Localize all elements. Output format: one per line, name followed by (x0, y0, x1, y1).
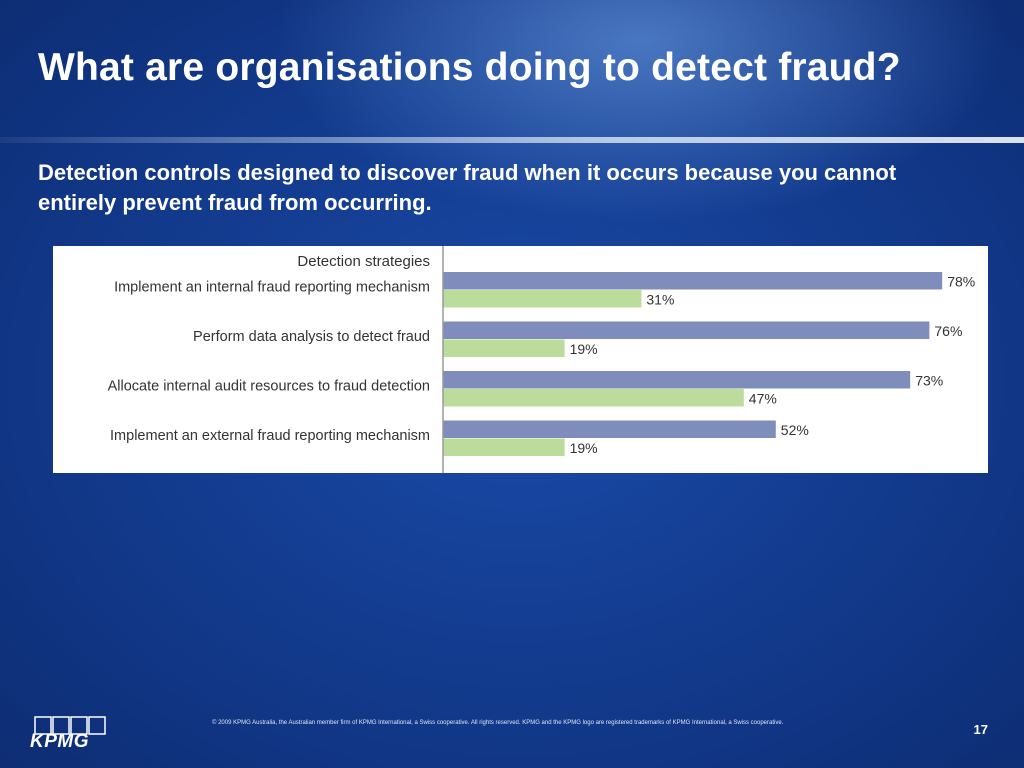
value-label-series2-2: 47% (749, 391, 777, 407)
detection-strategies-chart: Detection strategies Implement an interna… (53, 246, 988, 473)
kpmg-logo-text: KPMG (30, 731, 89, 752)
value-label-series2-1: 19% (570, 341, 598, 357)
bar-series2-3 (443, 438, 565, 456)
value-label-series2-3: 19% (570, 440, 598, 456)
category-label-3: Implement an external fraud reporting me… (110, 428, 430, 444)
bar-series1-3 (443, 420, 776, 438)
bar-series2-0 (443, 290, 642, 308)
value-label-series1-0: 78% (947, 274, 975, 290)
bar-series1-0 (443, 272, 943, 290)
category-label-1: Perform data analysis to detect fraud (193, 329, 430, 345)
slide-title: What are organisations doing to detect f… (38, 46, 901, 89)
chart-svg: Detection strategies Implement an interna… (108, 246, 975, 473)
bar-series1-2 (443, 371, 911, 389)
slide-subtitle: Detection controls designed to discover … (38, 160, 897, 215)
value-label-series2-0: 31% (646, 292, 674, 308)
value-label-series1-1: 76% (934, 323, 962, 339)
bar-series1-1 (443, 321, 930, 339)
page-number: 17 (973, 722, 988, 737)
category-label-2: Allocate internal audit resources to fra… (108, 379, 430, 395)
value-label-series1-2: 73% (915, 373, 943, 389)
value-label-series1-3: 52% (781, 422, 809, 438)
copyright-notice: © 2009 KPMG Australia, the Australian me… (212, 720, 784, 726)
chart-title: Detection strategies (297, 253, 430, 270)
title-divider (0, 137, 1024, 143)
kpmg-logo-boxes-icon (34, 716, 106, 735)
kpmg-logo: KPMG (30, 716, 110, 752)
category-label-0: Implement an internal fraud reporting me… (114, 280, 430, 296)
bar-series2-1 (443, 339, 565, 357)
bar-series2-2 (443, 389, 744, 407)
